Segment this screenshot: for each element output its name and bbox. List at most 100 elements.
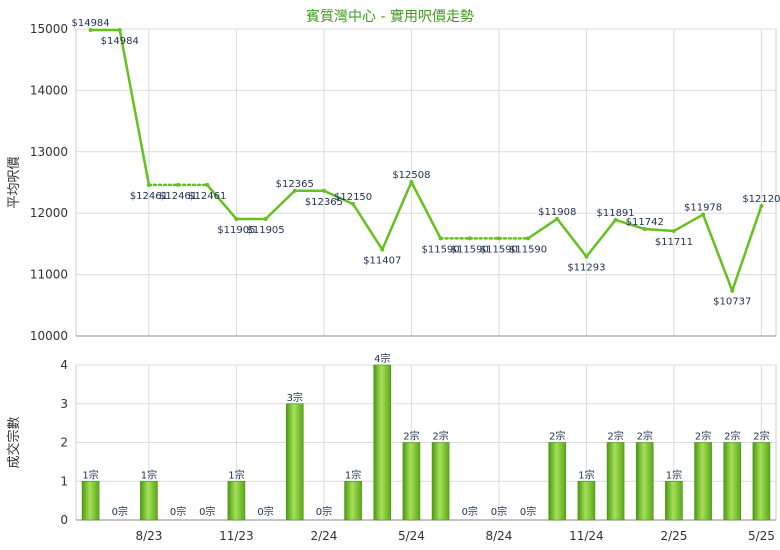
price-point	[701, 212, 706, 217]
count-bar	[402, 442, 421, 521]
price-point	[176, 182, 181, 187]
price-line-segment	[206, 183, 238, 221]
x-tick-label: 5/24	[398, 529, 425, 543]
price-line-segment	[322, 189, 355, 206]
price-data-label: $12508	[392, 170, 430, 181]
price-plot-area	[75, 28, 777, 337]
price-y-tick-label: 11000	[30, 268, 68, 282]
price-point	[117, 27, 122, 32]
count-data-label: 2宗	[695, 430, 711, 443]
price-y-axis-title: 平均呎價	[7, 156, 22, 208]
price-line-segment	[731, 204, 763, 292]
price-y-tick-label: 15000	[30, 22, 68, 36]
count-data-label: 1宗	[228, 468, 244, 481]
count-bar	[548, 442, 567, 521]
price-point	[642, 227, 647, 232]
price-data-label: $11590	[421, 244, 459, 255]
price-point	[205, 182, 210, 187]
count-bar	[577, 480, 596, 521]
count-data-label: 0宗	[462, 505, 478, 518]
count-bar	[723, 442, 742, 521]
count-y-tick-label: 0	[60, 513, 68, 527]
price-line-segment	[643, 227, 676, 233]
x-tick-label: 8/24	[485, 529, 512, 543]
x-tick-label: 2/24	[310, 529, 337, 543]
x-tick-label: 2/25	[660, 529, 687, 543]
count-data-label: 2宗	[403, 430, 419, 443]
price-point	[380, 247, 385, 252]
price-point	[409, 180, 414, 185]
count-bar	[140, 480, 158, 521]
count-data-label: 0宗	[257, 505, 273, 518]
count-data-label: 1宗	[666, 468, 682, 481]
count-data-label: 2宗	[637, 430, 653, 443]
count-bar	[752, 442, 771, 521]
price-data-label: $10737	[713, 297, 751, 308]
count-data-label: 1宗	[578, 468, 594, 481]
price-y-tick-label: 13000	[30, 145, 68, 159]
count-y-tick-label: 4	[60, 358, 68, 372]
price-y-tick-label: 10000	[30, 329, 68, 343]
price-data-label: $11742	[626, 217, 664, 228]
count-y-axis-title: 成交宗數	[6, 416, 22, 468]
price-y-tick-label: 12000	[30, 206, 68, 220]
price-line-segment	[556, 217, 588, 258]
price-point	[613, 217, 618, 222]
count-bar	[344, 480, 362, 521]
price-data-label: $11590	[480, 244, 518, 255]
price-data-label: $11905	[217, 225, 255, 236]
price-data-label: $11293	[567, 263, 605, 274]
count-y-tick-label: 1	[60, 474, 68, 488]
count-data-label: 0宗	[112, 505, 128, 518]
count-data-label: 0宗	[520, 505, 536, 518]
price-data-label: $11908	[538, 207, 576, 218]
price-line-segment	[614, 218, 646, 231]
count-data-label: 0宗	[316, 505, 332, 518]
price-line-segment	[410, 180, 442, 240]
price-data-label: $12461	[130, 191, 168, 202]
count-bar	[694, 442, 712, 521]
count-y-tick-label: 2	[60, 436, 68, 450]
count-bar	[81, 480, 100, 521]
chart-title: 賓質灣中心 - 實用呎價走勢	[306, 9, 474, 25]
count-data-label: 1宗	[141, 468, 157, 481]
count-bar	[431, 442, 450, 521]
price-data-label: $12461	[159, 191, 197, 202]
price-point	[584, 254, 589, 259]
price-data-label: $12150	[334, 192, 372, 203]
count-data-label: 2宗	[432, 430, 448, 443]
price-data-label: $12365	[305, 197, 343, 208]
count-data-label: 0宗	[491, 505, 507, 518]
price-data-label: $11590	[451, 244, 489, 255]
x-tick-label: 11/23	[219, 529, 254, 543]
price-point	[263, 217, 268, 222]
price-data-label: $12365	[276, 179, 314, 190]
price-data-label: $11590	[509, 244, 547, 255]
price-data-label: $11891	[596, 208, 634, 219]
price-point	[671, 228, 676, 233]
price-line-segment	[381, 180, 413, 251]
count-bar	[373, 364, 392, 521]
count-bar	[227, 480, 246, 521]
count-data-label: 4宗	[374, 352, 390, 365]
price-point	[526, 236, 531, 241]
price-data-label: $12120	[742, 194, 780, 205]
price-point	[467, 236, 472, 241]
count-bar	[665, 480, 683, 521]
price-line-segment	[118, 28, 151, 187]
price-data-label: $11711	[655, 237, 693, 248]
count-data-label: 0宗	[199, 505, 215, 518]
count-y-tick-label: 3	[60, 397, 68, 411]
price-data-label: $14984	[71, 18, 109, 29]
price-data-label: $11407	[363, 256, 401, 267]
price-line-segment	[264, 189, 296, 221]
count-data-label: 2宗	[549, 430, 565, 443]
price-line-segment	[526, 217, 559, 240]
count-data-label: 2宗	[724, 430, 740, 443]
price-data-label: $11978	[684, 203, 722, 214]
price-point	[438, 236, 443, 241]
x-tick-label: 8/23	[135, 529, 162, 543]
price-point	[146, 182, 151, 187]
